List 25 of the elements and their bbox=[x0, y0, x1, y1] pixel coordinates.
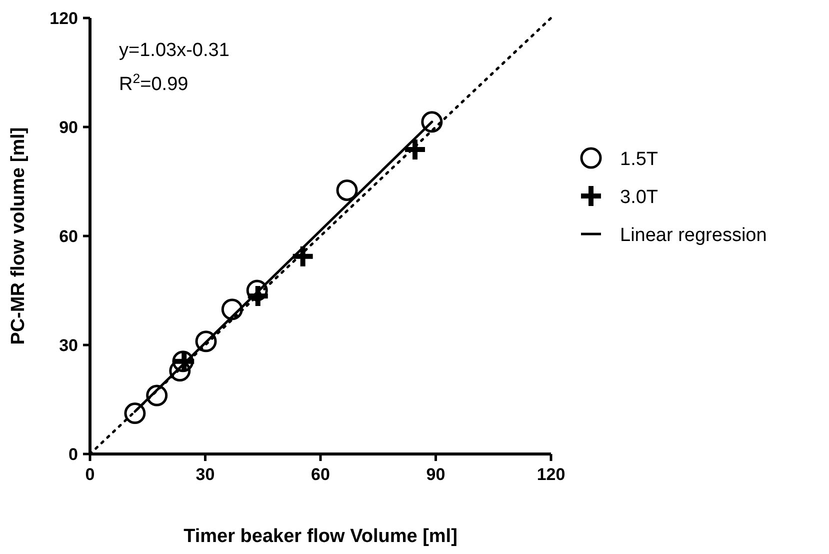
y-axis-title: PC-MR flow volume [ml] bbox=[8, 127, 29, 345]
legend-label: 1.5T bbox=[620, 149, 658, 170]
y-tick-label: 0 bbox=[68, 445, 78, 464]
point bbox=[405, 140, 426, 160]
point bbox=[124, 402, 146, 424]
x-tick-label: 0 bbox=[85, 465, 95, 484]
x-tick-label: 60 bbox=[311, 465, 330, 484]
legend-label: Linear regression bbox=[620, 225, 767, 246]
point bbox=[146, 384, 168, 406]
annotation: y=1.03x-0.31 bbox=[119, 40, 230, 61]
point bbox=[246, 280, 268, 302]
y-tick-label: 120 bbox=[50, 9, 78, 28]
x-tick-label: 30 bbox=[196, 465, 215, 484]
point bbox=[336, 179, 358, 201]
x-tick-label: 90 bbox=[426, 465, 446, 484]
x-axis-title: Timer beaker flow Volume [ml] bbox=[184, 526, 458, 547]
y-tick-label: 60 bbox=[59, 227, 78, 246]
annotation: R$^{2}$=0.99 bbox=[119, 70, 188, 95]
point bbox=[221, 298, 243, 320]
y-tick-label: 30 bbox=[59, 336, 78, 355]
y-tick-label: 90 bbox=[59, 118, 78, 137]
point bbox=[421, 111, 443, 133]
x-tick-label: 120 bbox=[536, 465, 566, 484]
point bbox=[195, 330, 217, 352]
legend-label: 3.0T bbox=[620, 187, 658, 208]
